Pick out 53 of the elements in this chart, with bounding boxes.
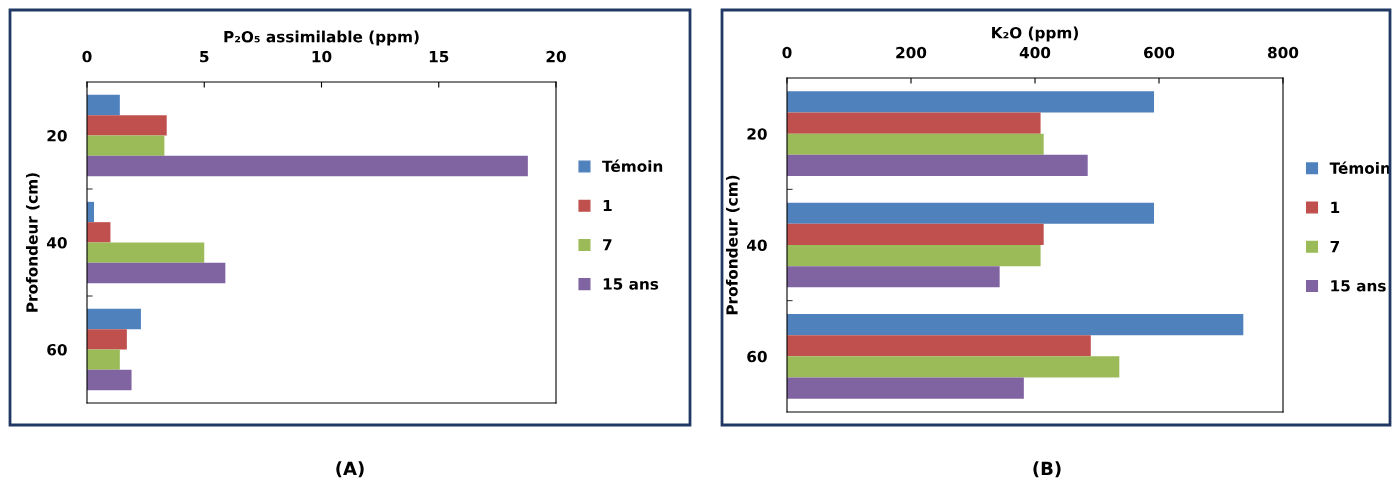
legend-label: 7 xyxy=(1330,240,1339,253)
x-tick-label: 400 xyxy=(1019,46,1051,59)
legend-label: 15 ans xyxy=(1331,280,1386,292)
bar xyxy=(87,222,111,243)
text: (A) xyxy=(336,461,364,478)
bar xyxy=(87,135,165,156)
bar xyxy=(787,314,1244,336)
bar xyxy=(787,112,1041,134)
bar xyxy=(87,115,167,136)
legend-label: Témoin xyxy=(1329,161,1390,174)
bar xyxy=(87,329,127,350)
y-tick-label: 40 xyxy=(746,239,767,252)
bar xyxy=(787,91,1155,113)
x-tick-label: 600 xyxy=(1144,46,1175,59)
bar xyxy=(787,133,1044,155)
bar xyxy=(87,349,120,370)
x-tick-label: 15 xyxy=(429,51,449,63)
x-tick-label: 5 xyxy=(200,51,209,63)
legend-label: 1 xyxy=(1331,201,1340,213)
bar xyxy=(787,154,1088,176)
x-tick-label: 0 xyxy=(82,50,92,63)
y-tick-label: 40 xyxy=(46,236,67,249)
bar xyxy=(787,245,1041,267)
bar xyxy=(87,242,205,263)
y-tick-label: 60 xyxy=(47,343,67,356)
y-tick-label: 60 xyxy=(747,350,767,363)
bar xyxy=(87,308,141,330)
x-tick-label: 10 xyxy=(312,50,332,63)
bar xyxy=(87,155,528,177)
x-tick-label: 200 xyxy=(896,46,927,59)
bar xyxy=(787,223,1044,245)
text: (B) xyxy=(1033,461,1061,478)
legend-label: 7 xyxy=(603,239,612,251)
bar xyxy=(787,356,1120,378)
bar xyxy=(787,266,1000,288)
x-tick-label: 0 xyxy=(782,46,792,59)
bar xyxy=(87,262,226,284)
legend-label: 15 ans xyxy=(603,278,659,290)
bar xyxy=(87,369,132,391)
bar xyxy=(787,377,1024,399)
x-tick-label: 20 xyxy=(546,50,566,63)
y-tick-label: 20 xyxy=(47,129,67,142)
x-axis-title: K₂O (ppm) xyxy=(992,26,1078,42)
x-tick-label: 800 xyxy=(1267,46,1299,59)
legend-label: 1 xyxy=(603,199,612,212)
x-axis-title: P₂O₅ assimilable (ppm) xyxy=(224,30,419,46)
y-tick-label: 20 xyxy=(747,128,767,140)
y-axis-title: Profondeur (cm) xyxy=(25,173,40,312)
y-axis-title: Profondeur (cm) xyxy=(725,175,740,315)
bar xyxy=(787,335,1091,357)
bar xyxy=(87,94,120,116)
legend-label: Témoin xyxy=(602,159,663,173)
bar xyxy=(787,202,1155,224)
